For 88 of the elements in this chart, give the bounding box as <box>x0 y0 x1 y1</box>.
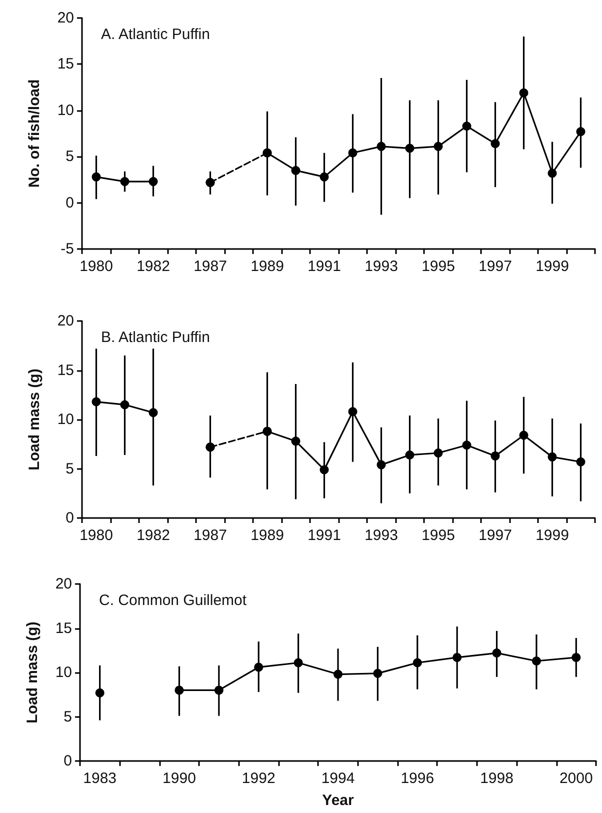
point <box>334 670 342 679</box>
x-tick-label: 1987 <box>194 258 227 275</box>
x-tick-label: 1993 <box>364 258 398 275</box>
x-tick-label: 1982 <box>136 527 170 544</box>
y-tick-label: 0 <box>66 510 74 526</box>
y-tick-label: 10 <box>57 102 74 119</box>
point <box>576 127 586 136</box>
point <box>532 656 541 666</box>
x-tick-label: 1989 <box>250 258 284 275</box>
x-tick-label: 1994 <box>321 770 355 787</box>
text: A. Atlantic Puffin <box>101 26 210 43</box>
y-tick-label: 0 <box>66 194 74 212</box>
x-tick-label: 1982 <box>136 258 170 275</box>
x-tick-label: 1997 <box>478 258 512 275</box>
x-tick-label: 1999 <box>536 527 569 544</box>
point <box>95 688 104 698</box>
y-tick-label: 5 <box>64 708 72 726</box>
x-tick-label: 1991 <box>308 527 341 544</box>
x-tick-label: 1989 <box>250 527 284 544</box>
text: C. Common Guillemot <box>99 592 248 609</box>
point <box>291 436 300 446</box>
point <box>462 440 472 450</box>
point <box>405 144 414 153</box>
point <box>462 122 472 131</box>
y-tick-label: -5 <box>60 240 74 258</box>
point <box>120 177 130 186</box>
y-tick-label: 5 <box>66 148 74 166</box>
y-tick-label: 0 <box>64 752 72 770</box>
y-tick-label: 15 <box>55 620 72 637</box>
x-tick-label: 1993 <box>364 527 398 544</box>
y-axis-title: Load mass (g) <box>26 368 43 470</box>
point <box>434 142 443 151</box>
x-axis-title: Year <box>322 792 354 809</box>
point <box>412 658 422 668</box>
y-tick-label: 20 <box>57 10 74 26</box>
x-tick-label: 1992 <box>242 770 276 787</box>
point <box>148 177 158 186</box>
point <box>434 448 443 458</box>
point <box>254 662 264 672</box>
point <box>548 452 557 462</box>
point <box>576 457 586 466</box>
x-tick-label: 1987 <box>194 527 227 544</box>
point <box>92 172 101 182</box>
y-axis-title: No. of fish/load <box>26 79 43 188</box>
point <box>373 668 382 678</box>
x-tick-label: 2000 <box>559 770 593 787</box>
point <box>320 465 329 474</box>
point <box>348 407 358 416</box>
x-tick-label: 1997 <box>478 527 512 544</box>
point <box>548 168 557 178</box>
point <box>490 139 500 148</box>
point <box>320 172 329 182</box>
text: B. Atlantic Puffin <box>101 329 210 346</box>
point <box>572 652 581 662</box>
point <box>291 166 300 175</box>
y-axis-title: Load mass (g) <box>24 622 41 724</box>
point <box>92 397 101 406</box>
point <box>348 148 358 158</box>
point <box>376 142 386 151</box>
y-tick-label: 15 <box>57 56 74 73</box>
point <box>120 400 130 410</box>
x-tick-label: 1996 <box>400 770 434 787</box>
y-tick-label: 20 <box>55 576 72 592</box>
y-tick-label: 5 <box>66 460 74 478</box>
point <box>492 648 502 658</box>
x-tick-label: 1998 <box>480 770 514 787</box>
y-tick-label: 15 <box>57 362 74 379</box>
x-tick-label: 1995 <box>422 258 455 275</box>
x-tick-label: 1990 <box>162 770 196 787</box>
point <box>376 460 386 470</box>
x-tick-label: 1983 <box>83 770 117 787</box>
y-tick-label: 20 <box>57 312 74 330</box>
y-tick-label: 10 <box>55 664 72 681</box>
x-tick-label: 1991 <box>308 258 341 275</box>
point <box>405 450 414 460</box>
x-tick-label: 1999 <box>536 258 569 275</box>
y-tick-label: 10 <box>57 411 74 428</box>
x-tick-label: 1995 <box>422 527 455 544</box>
point <box>519 88 528 98</box>
point <box>294 658 303 668</box>
x-tick-label: 1980 <box>80 258 113 275</box>
point <box>148 408 158 418</box>
point <box>519 430 528 440</box>
point <box>452 652 462 662</box>
point <box>214 686 224 695</box>
point <box>174 686 184 695</box>
x-tick-label: 1980 <box>80 527 113 544</box>
point <box>490 451 500 460</box>
